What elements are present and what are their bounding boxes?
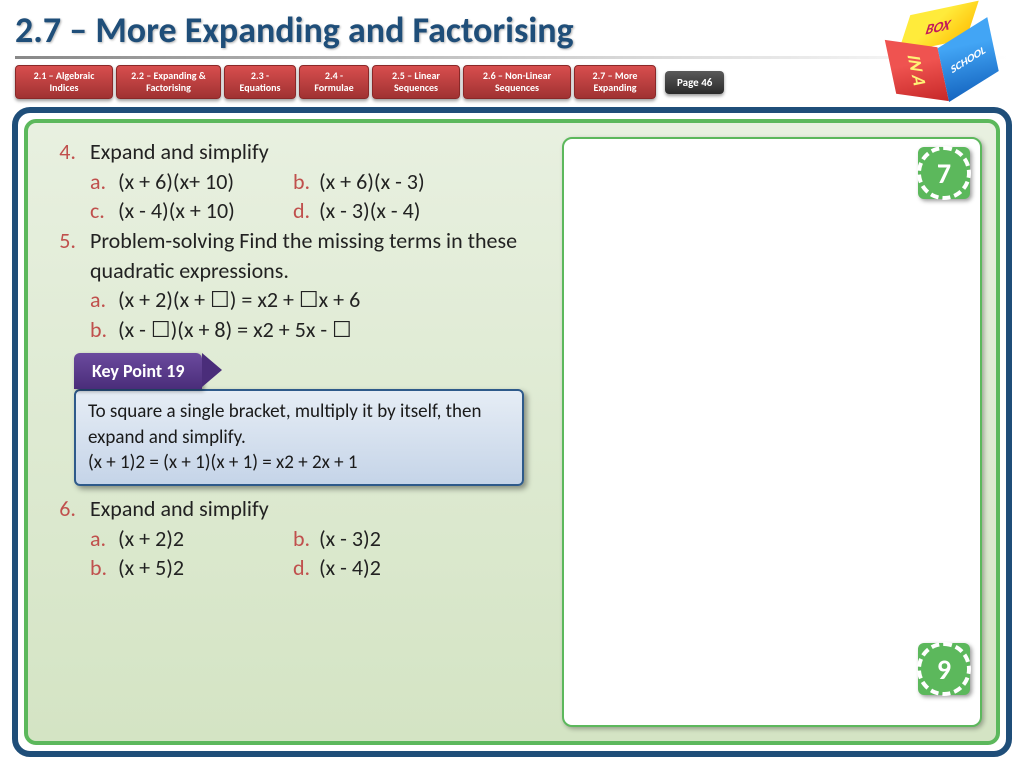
main-frame: 4. Expand and simplify a. (x + 6)(x+ 10)… xyxy=(12,107,1012,757)
badge-9[interactable]: 9 xyxy=(918,643,970,695)
q5-a-text: (x + 2)(x + ☐) = x2 + ☐x + 6 xyxy=(118,285,360,315)
key-point-line2: (x + 1)2 = (x + 1)(x + 1) = x2 + 2x + 1 xyxy=(88,450,510,476)
q4-d-label: d. xyxy=(293,196,319,226)
question-4: 4. Expand and simplify xyxy=(42,137,542,167)
q5-number: 5. xyxy=(42,226,90,285)
q5-title: Problem-solving Find the missing terms i… xyxy=(90,226,542,285)
key-point-box: Key Point 19 To square a single bracket,… xyxy=(74,353,524,486)
right-panel: 7 9 xyxy=(562,137,982,727)
key-point-line1: To square a single bracket, multiply it … xyxy=(88,399,510,450)
key-point-label: Key Point 19 xyxy=(74,353,202,389)
nav-tab-2-3[interactable]: 2.3 - Equations xyxy=(224,65,296,99)
nav-tab-2-4[interactable]: 2.4 - Formulae xyxy=(299,65,369,99)
q4-row1: a. (x + 6)(x+ 10) b. (x + 6)(x - 3) xyxy=(42,167,542,197)
q6-title: Expand and simplify xyxy=(90,494,542,524)
question-5: 5. Problem-solving Find the missing term… xyxy=(42,226,542,285)
nav-tab-2-2[interactable]: 2.2 – Expanding & Factorising xyxy=(116,65,221,99)
page-title: 2.7 – More Expanding and Factorising xyxy=(15,8,1009,52)
q4-c-label: c. xyxy=(90,196,118,226)
q4-title: Expand and simplify xyxy=(90,137,542,167)
q6-c-label: b. xyxy=(90,553,118,583)
q6-c-text: (x + 5)2 xyxy=(118,553,293,583)
q6-d-label: d. xyxy=(293,553,319,583)
q6-b-text: (x - 3)2 xyxy=(319,524,381,554)
question-6: 6. Expand and simplify xyxy=(42,494,542,524)
q6-b-label: b. xyxy=(293,524,319,554)
q4-d-text: (x - 3)(x - 4) xyxy=(319,196,420,226)
q4-number: 4. xyxy=(42,137,90,167)
page-number-pill: Page 46 xyxy=(665,71,724,94)
q6-d-text: (x - 4)2 xyxy=(319,553,381,583)
q6-number: 6. xyxy=(42,494,90,524)
nav-tab-2-7[interactable]: 2.7 – More Expanding xyxy=(574,65,656,99)
q5-b-label: b. xyxy=(90,315,118,345)
q6-row1: a. (x + 2)2 b. (x - 3)2 xyxy=(42,524,542,554)
q6-a-label: a. xyxy=(90,524,118,554)
inner-frame: 4. Expand and simplify a. (x + 6)(x+ 10)… xyxy=(24,119,1000,745)
q4-a-text: (x + 6)(x+ 10) xyxy=(118,167,293,197)
nav-tab-2-1[interactable]: 2.1 – Algebraic Indices xyxy=(15,65,113,99)
q5-b-text: (x - ☐)(x + 8) = x2 + 5x - ☐ xyxy=(118,315,352,345)
q4-row2: c. (x - 4)(x + 10) d. (x - 3)(x - 4) xyxy=(42,196,542,226)
q5-a: a. (x + 2)(x + ☐) = x2 + ☐x + 6 xyxy=(42,285,542,315)
q4-b-text: (x + 6)(x - 3) xyxy=(319,167,425,197)
q6-row2: b. (x + 5)2 d. (x - 4)2 xyxy=(42,553,542,583)
q6-a-text: (x + 2)2 xyxy=(118,524,293,554)
q5-b: b. (x - ☐)(x + 8) = x2 + 5x - ☐ xyxy=(42,315,542,345)
logo: BOX IN A SCHOOL xyxy=(879,4,1009,104)
key-point-body: To square a single bracket, multiply it … xyxy=(74,389,524,486)
badge-7[interactable]: 7 xyxy=(918,147,970,199)
nav-tab-2-6[interactable]: 2.6 – Non-Linear Sequences xyxy=(463,65,571,99)
q4-b-label: b. xyxy=(293,167,319,197)
q5-a-label: a. xyxy=(90,285,118,315)
nav-tab-2-5[interactable]: 2.5 – Linear Sequences xyxy=(372,65,460,99)
title-bar: 2.7 – More Expanding and Factorising xyxy=(0,0,1024,54)
q4-a-label: a. xyxy=(90,167,118,197)
question-column: 4. Expand and simplify a. (x + 6)(x+ 10)… xyxy=(42,137,542,727)
nav-tabs: 2.1 – Algebraic Indices 2.2 – Expanding … xyxy=(0,59,1024,103)
q4-c-text: (x - 4)(x + 10) xyxy=(118,196,293,226)
